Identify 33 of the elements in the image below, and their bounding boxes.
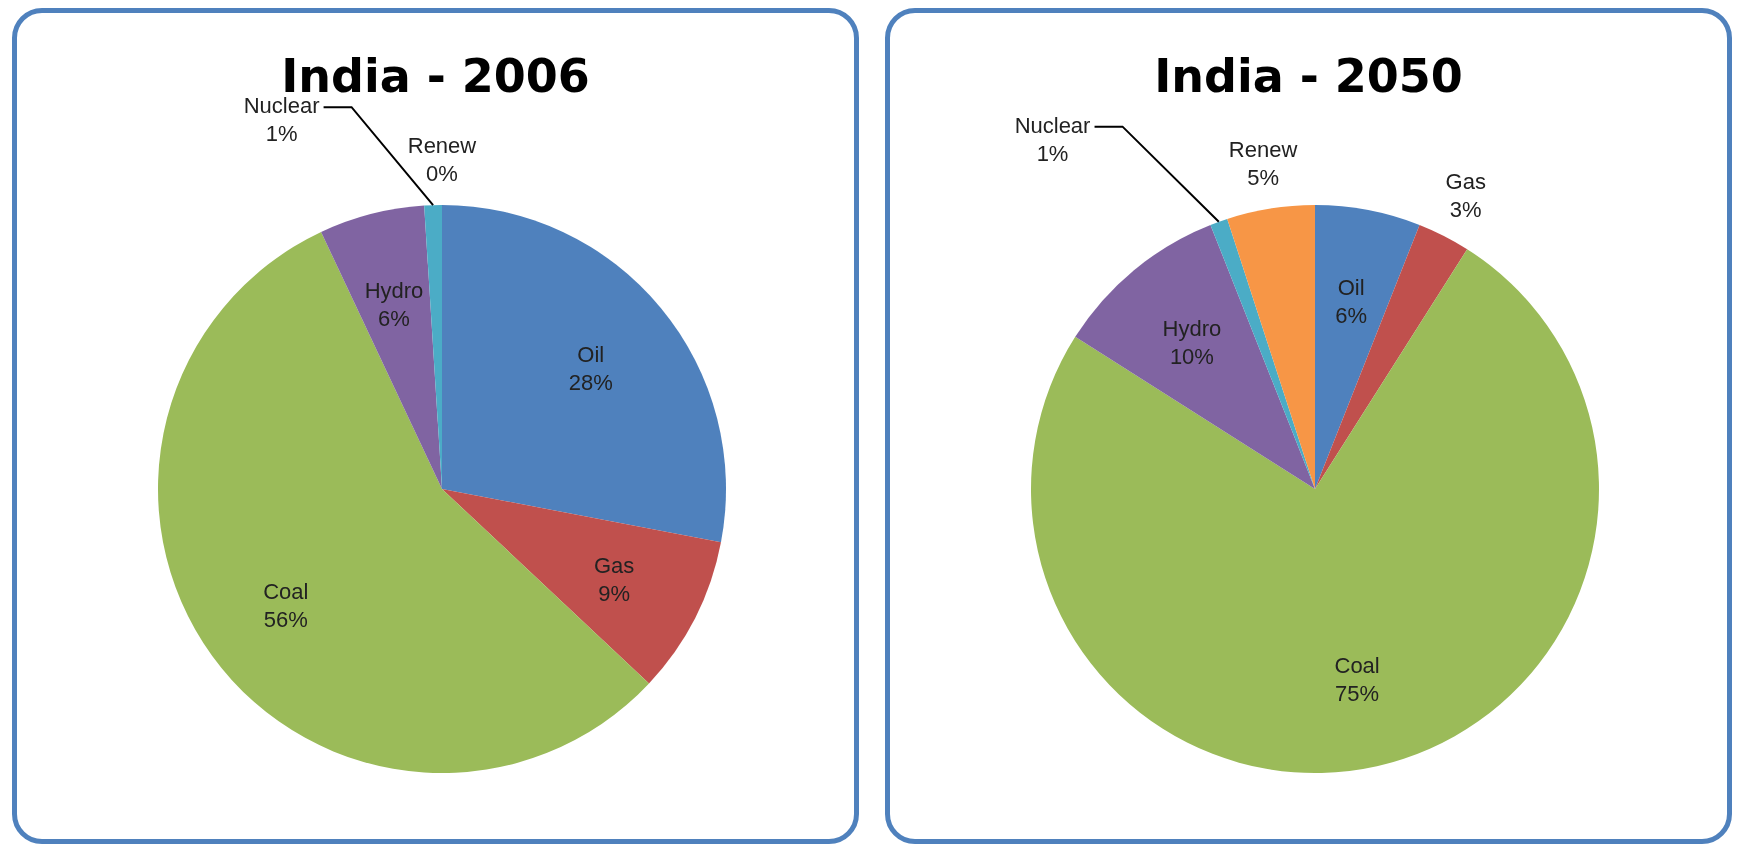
slice-label: Coal [1334,653,1380,679]
slice-label: Nuclear [1014,112,1091,138]
text: 0% [426,161,458,186]
pie-slice [442,205,726,543]
data-label: 1% [1036,140,1069,166]
pie-slice [1227,205,1315,489]
pie-slice [1031,249,1599,773]
data-label: 9% [598,580,630,606]
slice-label: Oil [577,341,605,367]
data-label: 6% [1335,303,1368,329]
pie-slice [1315,224,1468,489]
chart-title: India - 2050 [1153,49,1464,103]
pie-slice [321,205,442,489]
slice-label: Oil [1337,275,1365,301]
data-label: 75% [1335,681,1380,707]
slice-label: Gas [593,552,635,578]
category-label: Renew [407,133,477,158]
data-label: 3% [1449,197,1482,223]
data-label: 1% [265,121,298,147]
pie-slice [442,489,721,684]
data-label: 5% [1247,165,1279,191]
data-label: 28% [568,369,613,395]
slice-label: Renew [1228,137,1298,163]
slice-label: Coal [263,578,309,604]
data-label: 10% [1169,344,1214,370]
slice-label: Hydro [1162,316,1222,342]
pie-slice [158,232,650,773]
slice-label: Gas [1445,169,1486,195]
data-label: 6% [378,305,410,331]
data-label: 56% [263,606,308,632]
pie-slice [1075,224,1315,489]
slice-label: Hydro [364,277,424,303]
pie-slice [1315,205,1420,489]
